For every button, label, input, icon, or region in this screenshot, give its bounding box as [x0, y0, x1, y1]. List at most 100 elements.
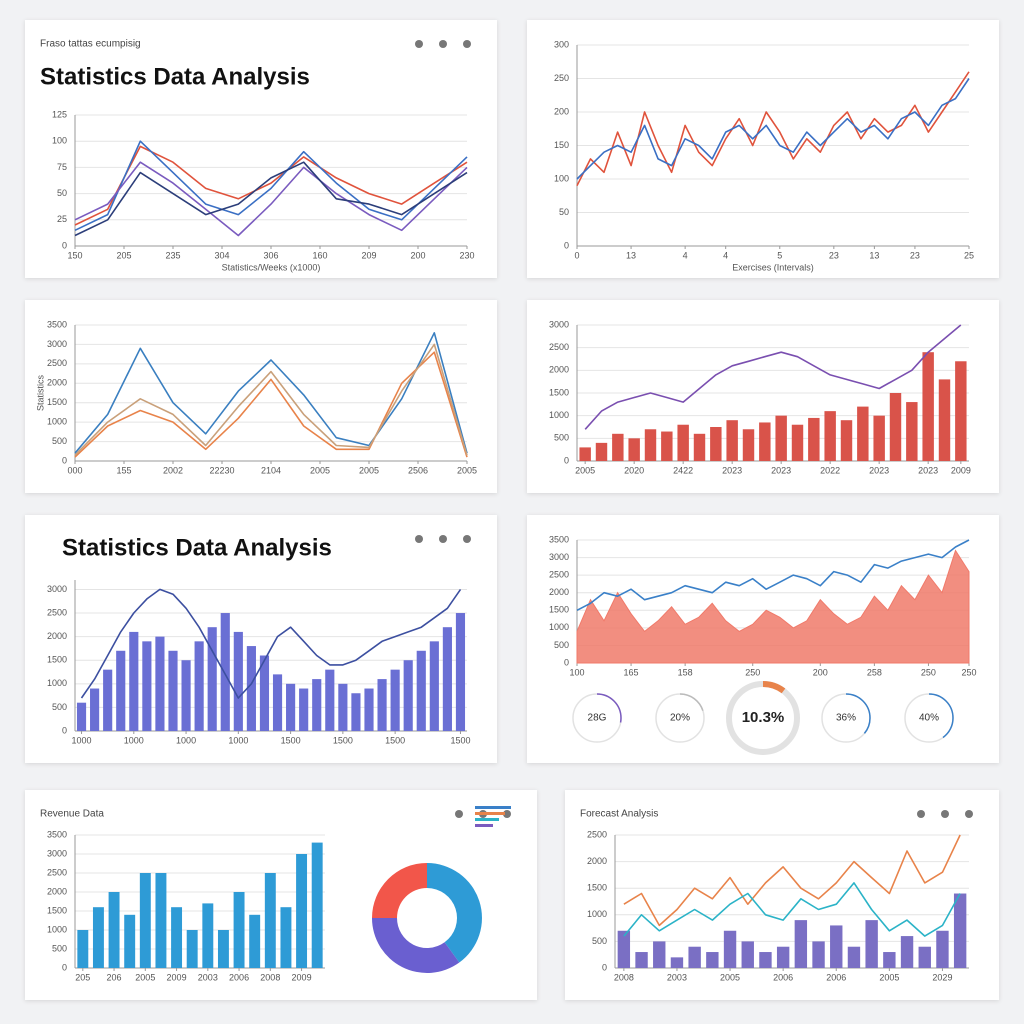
- bar: [139, 873, 151, 968]
- x-tick-label: 206: [107, 972, 122, 982]
- line: [74, 161, 468, 237]
- bar: [922, 352, 934, 461]
- y-tick-label: 250: [554, 73, 569, 83]
- bar: [710, 427, 722, 461]
- x-tick-label: 2006: [826, 972, 846, 982]
- gauge-arc: [821, 693, 871, 743]
- x-tick-label: 250: [745, 667, 760, 677]
- bar: [824, 411, 836, 461]
- x-tick-label: 2005: [457, 465, 477, 475]
- y-tick-label: 2000: [587, 856, 607, 866]
- card: [25, 20, 497, 278]
- bar: [918, 946, 931, 968]
- bar: [900, 936, 914, 968]
- y-tick-label: 0: [602, 962, 607, 972]
- y-tick-label: 3500: [47, 319, 67, 329]
- bar: [455, 613, 466, 731]
- bar: [865, 920, 878, 968]
- bar: [249, 914, 261, 968]
- y-tick-label: 0: [62, 962, 67, 972]
- bar: [812, 941, 825, 968]
- bar: [677, 424, 689, 461]
- x-tick-label: 2506: [408, 465, 428, 475]
- bar: [194, 641, 204, 731]
- bar: [364, 688, 374, 731]
- gauge-label: 28G: [588, 713, 607, 724]
- y-tick-label: 1500: [47, 905, 67, 915]
- x-tick-label: 000: [67, 465, 82, 475]
- x-tick-label: 2005: [359, 465, 379, 475]
- x-tick-label: 2104: [261, 465, 281, 475]
- bar: [217, 930, 229, 968]
- y-tick-label: 25: [57, 214, 67, 224]
- bar: [442, 627, 452, 731]
- x-tick-label: 4: [723, 250, 728, 260]
- bar: [338, 683, 348, 731]
- x-tick-label: 2422: [673, 465, 693, 475]
- x-tick-label: 100: [569, 667, 584, 677]
- y-tick-label: 1000: [47, 924, 67, 934]
- x-tick-label: 2002: [163, 465, 183, 475]
- y-tick-label: 2500: [47, 607, 67, 617]
- y-tick-label: 2500: [549, 570, 569, 580]
- line: [576, 71, 970, 187]
- gauge-arc: [655, 693, 705, 743]
- gauge-arc: [904, 693, 954, 743]
- x-tick-label: 155: [116, 465, 131, 475]
- icon: [965, 810, 973, 818]
- x-tick-label: 1000: [176, 735, 196, 745]
- area: [576, 549, 970, 664]
- bar: [873, 415, 885, 461]
- bar: [77, 930, 89, 968]
- bar: [706, 952, 719, 968]
- x-tick-label: 2005: [135, 972, 155, 982]
- line: [74, 332, 468, 454]
- line: [74, 140, 468, 232]
- gauge-label: 20%: [670, 713, 690, 724]
- x-tick-label: 258: [867, 667, 882, 677]
- gauge-arc: [572, 693, 622, 743]
- y-tick-label: 2000: [47, 378, 67, 388]
- y-tick-label: 1000: [549, 410, 569, 420]
- x-tick-label: 4: [683, 250, 688, 260]
- y-tick-label: 3000: [549, 319, 569, 329]
- bar: [103, 669, 113, 731]
- bar: [429, 641, 439, 731]
- card-header: Revenue Data: [40, 809, 104, 820]
- bar: [312, 679, 322, 731]
- bar: [325, 669, 335, 731]
- x-tick-label: 250: [961, 667, 976, 677]
- y-tick-label: 3000: [47, 339, 67, 349]
- x-tick-label: 5: [777, 250, 782, 260]
- y-tick-label: 2000: [549, 365, 569, 375]
- bar: [220, 613, 230, 731]
- x-tick-label: 306: [263, 250, 278, 260]
- legend-swatch: [475, 812, 505, 815]
- y-tick-label: 500: [52, 943, 67, 953]
- bar: [906, 402, 918, 461]
- bar: [280, 907, 292, 968]
- bar: [168, 650, 178, 731]
- bar: [742, 429, 755, 461]
- bar: [883, 952, 896, 968]
- bar: [723, 930, 737, 968]
- icon: [941, 810, 949, 818]
- y-tick-label: 500: [52, 436, 67, 446]
- x-tick-label: 205: [75, 972, 90, 982]
- x-tick-label: 230: [459, 250, 474, 260]
- bar: [171, 907, 183, 968]
- card-header: Forecast Analysis: [580, 809, 658, 820]
- x-tick-label: 200: [813, 667, 828, 677]
- line: [576, 539, 970, 612]
- x-tick-label: 158: [678, 667, 693, 677]
- icon: [415, 535, 423, 543]
- bar: [377, 679, 387, 731]
- bar: [90, 688, 100, 731]
- icon: [463, 40, 471, 48]
- bar: [299, 688, 309, 731]
- y-tick-label: 100: [52, 136, 67, 146]
- bar: [644, 429, 657, 461]
- x-tick-label: 1000: [228, 735, 248, 745]
- bar: [142, 641, 152, 731]
- bar: [286, 683, 296, 731]
